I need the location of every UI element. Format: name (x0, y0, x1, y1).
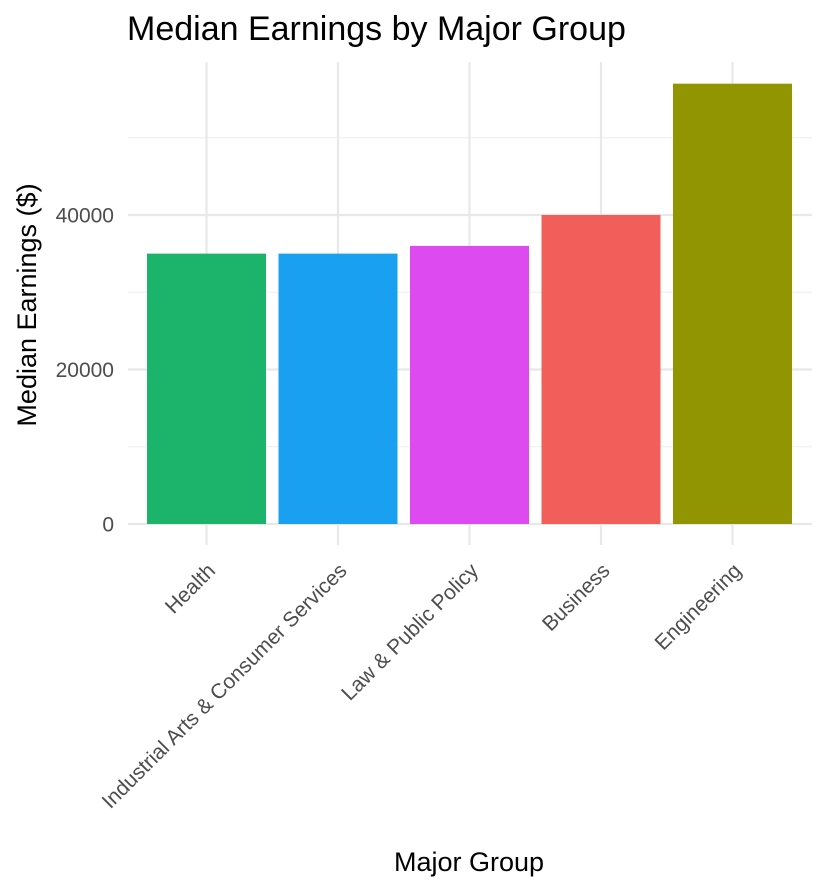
x-tick-label: Law & Public Policy (337, 559, 483, 705)
y-axis-title: Median Earnings ($) (12, 183, 42, 426)
bar (410, 245, 529, 524)
x-tick-label: Business (538, 559, 615, 636)
bar (278, 253, 398, 524)
bar (673, 83, 792, 525)
x-axis-title: Major Group (394, 847, 544, 877)
y-tick-label: 0 (102, 514, 114, 537)
x-tick-label: Engineering (651, 559, 747, 655)
bar (541, 215, 661, 524)
chart-title: Median Earnings by Major Group (127, 10, 626, 48)
x-tick-label: Health (161, 559, 220, 618)
bars (147, 83, 792, 525)
x-tick-label: Industrial Arts & Consumer Services (98, 559, 352, 813)
y-tick-label: 20000 (56, 359, 114, 382)
bar (147, 253, 266, 524)
y-tick-label: 40000 (56, 205, 114, 228)
y-tick-labels: 0 20000 40000 (56, 205, 114, 537)
